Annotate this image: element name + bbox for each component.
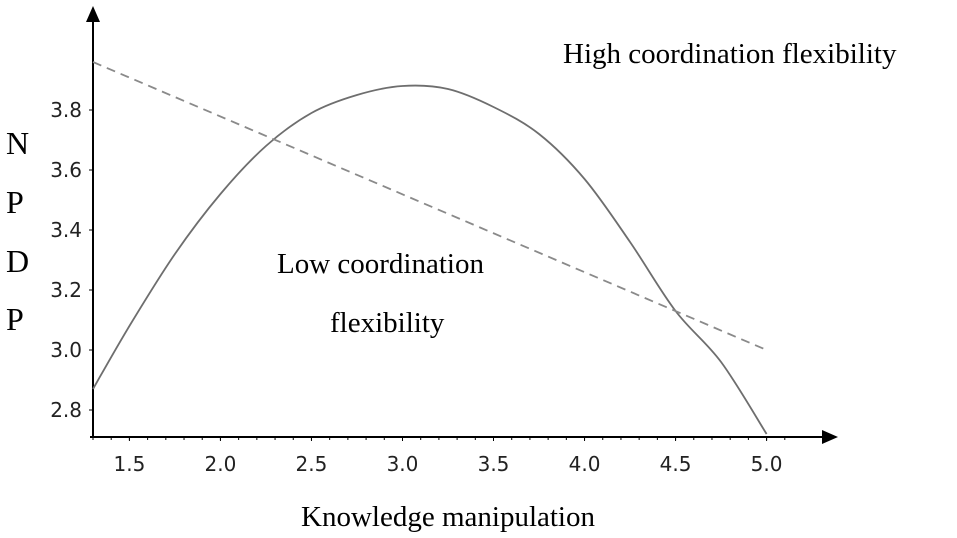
- tick-marks: [89, 109, 786, 441]
- y-axis-arrow: [86, 6, 100, 22]
- series-line-low-flexibility: [92, 61, 767, 351]
- x-tick-label: 5.0: [751, 452, 783, 476]
- y-axis-label-letter-4: P: [6, 301, 24, 337]
- y-tick-label: 3.4: [50, 218, 82, 242]
- tick-labels: 1.5 2.0 2.5 3.0 3.5 4.0 4.5 5.0 2.8 3.0 3.2 3.4 3.6 3…: [50, 98, 782, 476]
- annotation-low-flexibility-line2: flexibility: [330, 307, 445, 339]
- x-tick-label: 1.5: [114, 452, 146, 476]
- y-axis-label-letter-3: D: [6, 243, 29, 279]
- series-line-high-flexibility: [92, 84, 768, 435]
- annotation-low-flexibility-line1: Low coordination: [277, 248, 484, 280]
- y-tick-label: 3.6: [50, 158, 82, 182]
- series-layer: [92, 61, 768, 435]
- x-tick-label: 3.5: [478, 452, 510, 476]
- y-tick-label: 3.2: [50, 278, 82, 302]
- y-tick-label: 2.8: [50, 398, 82, 422]
- x-tick-label: 2.5: [296, 452, 328, 476]
- x-axis-label: Knowledge manipulation: [301, 501, 595, 533]
- y-axis-label-letter-1: N: [6, 125, 29, 161]
- y-tick-label: 3.0: [50, 338, 82, 362]
- x-axis-arrow: [822, 430, 838, 444]
- x-tick-label: 2.0: [205, 452, 237, 476]
- axes: [86, 6, 838, 444]
- x-tick-label: 3.0: [387, 452, 419, 476]
- annotation-high-flexibility: High coordination flexibility: [563, 38, 897, 70]
- x-tick-label: 4.5: [660, 452, 692, 476]
- x-tick-label: 4.0: [569, 452, 601, 476]
- y-tick-label: 3.8: [50, 98, 82, 122]
- y-axis-label-letter-2: P: [6, 184, 24, 220]
